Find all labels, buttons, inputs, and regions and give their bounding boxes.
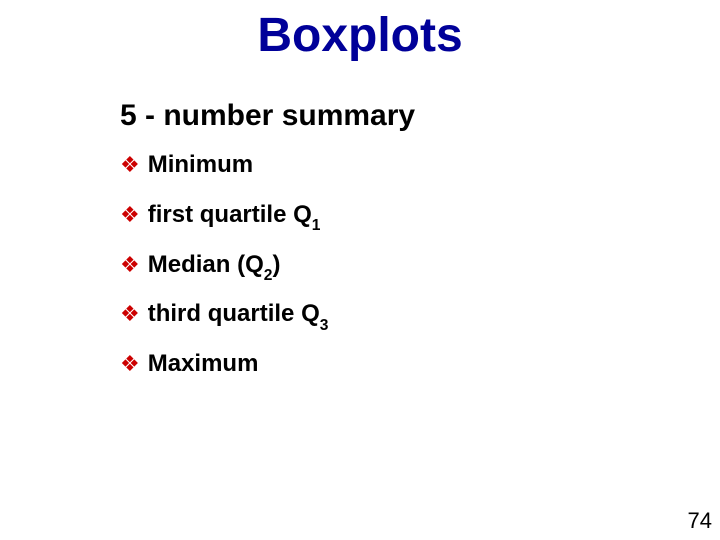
page-number: 74 [688, 508, 712, 534]
slide-subtitle: 5 - number summary [120, 99, 720, 133]
list-item-text: third quartile Q3 [148, 300, 329, 332]
bullet-list: ❖ Minimum ❖ first quartile Q1 ❖ Median (… [120, 151, 720, 382]
diamond-bullet-icon: ❖ [120, 252, 140, 278]
list-item-text: Median (Q2) [148, 251, 281, 283]
list-item-text: Minimum [148, 151, 253, 183]
list-item: ❖ first quartile Q1 [120, 201, 720, 233]
list-item: ❖ third quartile Q3 [120, 300, 720, 332]
list-item: ❖ Maximum [120, 350, 720, 382]
list-item: ❖ Median (Q2) [120, 251, 720, 283]
slide-title: Boxplots [0, 0, 720, 63]
list-item: ❖ Minimum [120, 151, 720, 183]
diamond-bullet-icon: ❖ [120, 301, 140, 327]
diamond-bullet-icon: ❖ [120, 202, 140, 228]
diamond-bullet-icon: ❖ [120, 152, 140, 178]
list-item-text: Maximum [148, 350, 259, 382]
list-item-text: first quartile Q1 [148, 201, 321, 233]
diamond-bullet-icon: ❖ [120, 351, 140, 377]
